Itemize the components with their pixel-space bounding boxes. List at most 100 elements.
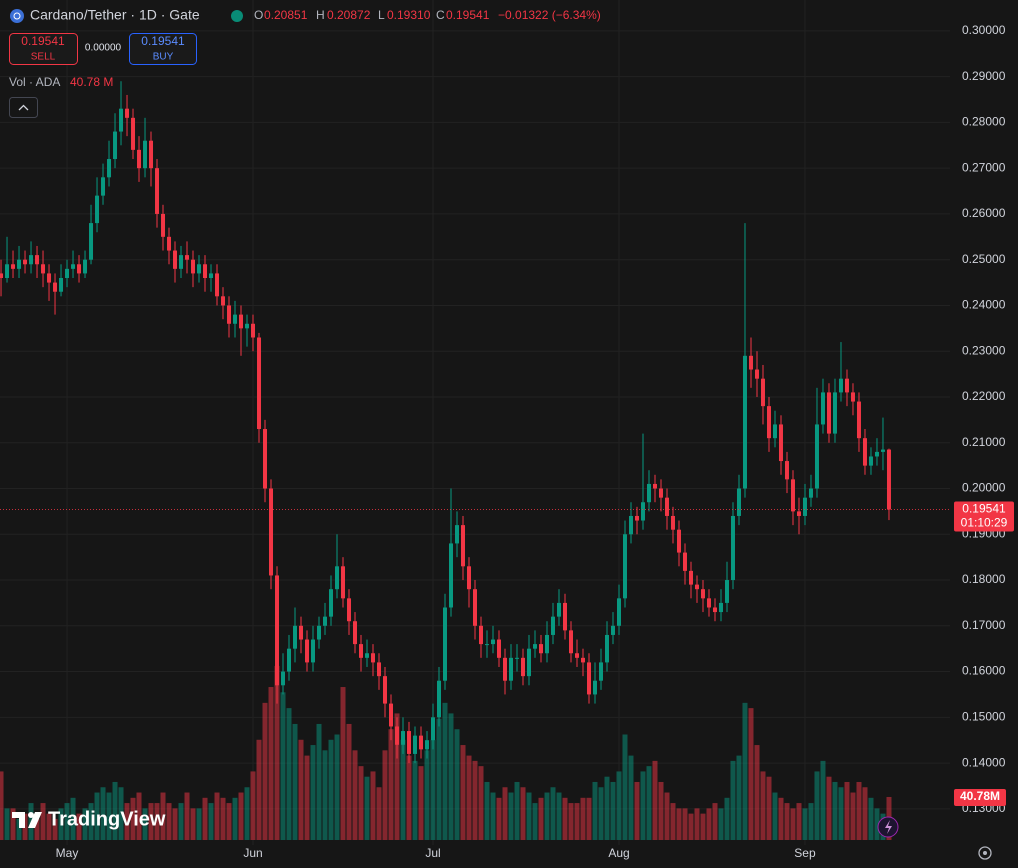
candle-body (808, 488, 813, 498)
y-tick-label: 0.26000 (962, 206, 1006, 220)
x-tick-label: Jun (243, 846, 262, 860)
volume-bar (610, 781, 616, 840)
candle-body (197, 264, 202, 274)
volume-bar (412, 760, 418, 840)
volume-bar (220, 797, 226, 840)
collapse-button[interactable] (9, 97, 38, 118)
volume-bar (844, 781, 850, 840)
lightning-icon[interactable] (885, 820, 892, 834)
symbol-title[interactable]: Cardano/Tether · 1D · Gate (30, 7, 200, 23)
volume-bar (358, 766, 364, 840)
volume-bar (256, 739, 262, 840)
candle-body (616, 598, 621, 626)
logo-mark[interactable] (12, 812, 42, 828)
volume-bar (460, 745, 466, 840)
volume-bar (448, 713, 454, 840)
volume-bar (550, 787, 556, 840)
volume-bar (88, 803, 94, 840)
volume-bar (286, 708, 292, 840)
candle-body (17, 259, 22, 269)
volume-tag: 40.78M (960, 789, 1000, 803)
candle-body (802, 497, 807, 516)
candle-body (245, 323, 250, 329)
candle-body (658, 488, 663, 498)
candle-body (359, 644, 364, 658)
volume-bar (148, 803, 154, 840)
volume-bar (850, 792, 856, 840)
volume-bar (784, 803, 790, 840)
volume-bar (724, 797, 730, 840)
buy-price[interactable]: 0.19541 (141, 34, 185, 48)
volume-bar (874, 808, 880, 840)
sell-button[interactable]: 0.19541 SELL (9, 33, 78, 65)
candle-body (736, 488, 741, 516)
candle-body (790, 479, 795, 512)
x-tick-label: Aug (608, 846, 629, 860)
volume-bar (628, 755, 634, 840)
volume-bar (400, 739, 406, 840)
candle-body (502, 657, 507, 681)
candle-body (730, 515, 735, 581)
buy-box[interactable] (129, 33, 197, 65)
candle-body (844, 378, 849, 393)
candle-body (490, 639, 495, 645)
candle-body (77, 264, 82, 274)
logo-dot[interactable] (28, 812, 34, 818)
candle-body (263, 429, 268, 489)
y-tick-label: 0.16000 (962, 664, 1006, 678)
sell-label[interactable]: SELL (31, 52, 56, 63)
collapse-box[interactable] (9, 97, 38, 118)
candle-body (257, 337, 262, 430)
ohlc-key: H (316, 8, 325, 22)
candle-body (718, 602, 723, 613)
buy-label[interactable]: BUY (153, 52, 174, 63)
volume-bar (364, 776, 370, 840)
logo[interactable]: TradingView (12, 808, 166, 830)
candle-body (604, 634, 609, 663)
candle-body (413, 735, 418, 754)
candle-body (550, 616, 555, 635)
candle-body (11, 264, 16, 269)
y-tick-label: 0.22000 (962, 389, 1006, 403)
candle-body (389, 703, 394, 727)
volume-bar (868, 797, 874, 840)
volume-bar (838, 787, 844, 840)
sell-box[interactable] (9, 33, 78, 65)
volume-bar (64, 803, 70, 840)
y-tick-label: 0.17000 (962, 618, 1006, 632)
logo-text[interactable]: TradingView (48, 808, 166, 830)
candle-body (299, 625, 304, 640)
volume-bar (406, 755, 412, 840)
candle-body (706, 598, 711, 608)
volume-bar (52, 818, 58, 840)
candle-body (371, 653, 376, 663)
candle-body (419, 735, 424, 750)
candle-body (281, 671, 286, 686)
x-tick-label: Sep (794, 846, 816, 860)
volume-bar (736, 755, 742, 840)
volume-bar (436, 718, 442, 840)
y-tick-label: 0.27000 (962, 160, 1006, 174)
volume-bar (160, 792, 166, 840)
candle-body (275, 575, 280, 686)
volume-bar (520, 787, 526, 840)
candle-body (287, 648, 292, 672)
settings-button[interactable] (978, 846, 992, 860)
volume-bar (556, 792, 562, 840)
collapse-icon[interactable] (18, 104, 29, 111)
volume-bar (802, 808, 808, 840)
volume-bar (700, 813, 706, 840)
ohlc-value: 0.19310 (387, 8, 431, 22)
buy-button[interactable]: 0.19541 BUY (129, 33, 197, 65)
candle-body (47, 273, 52, 283)
candle-body (305, 639, 310, 663)
candle-body (676, 529, 681, 553)
volume-bar (454, 729, 460, 840)
y-tick-label: 0.20000 (962, 481, 1006, 495)
sell-price[interactable]: 0.19541 (21, 34, 65, 48)
candle-body (473, 589, 477, 626)
candle-body (748, 355, 753, 370)
volume-bar (40, 803, 46, 840)
